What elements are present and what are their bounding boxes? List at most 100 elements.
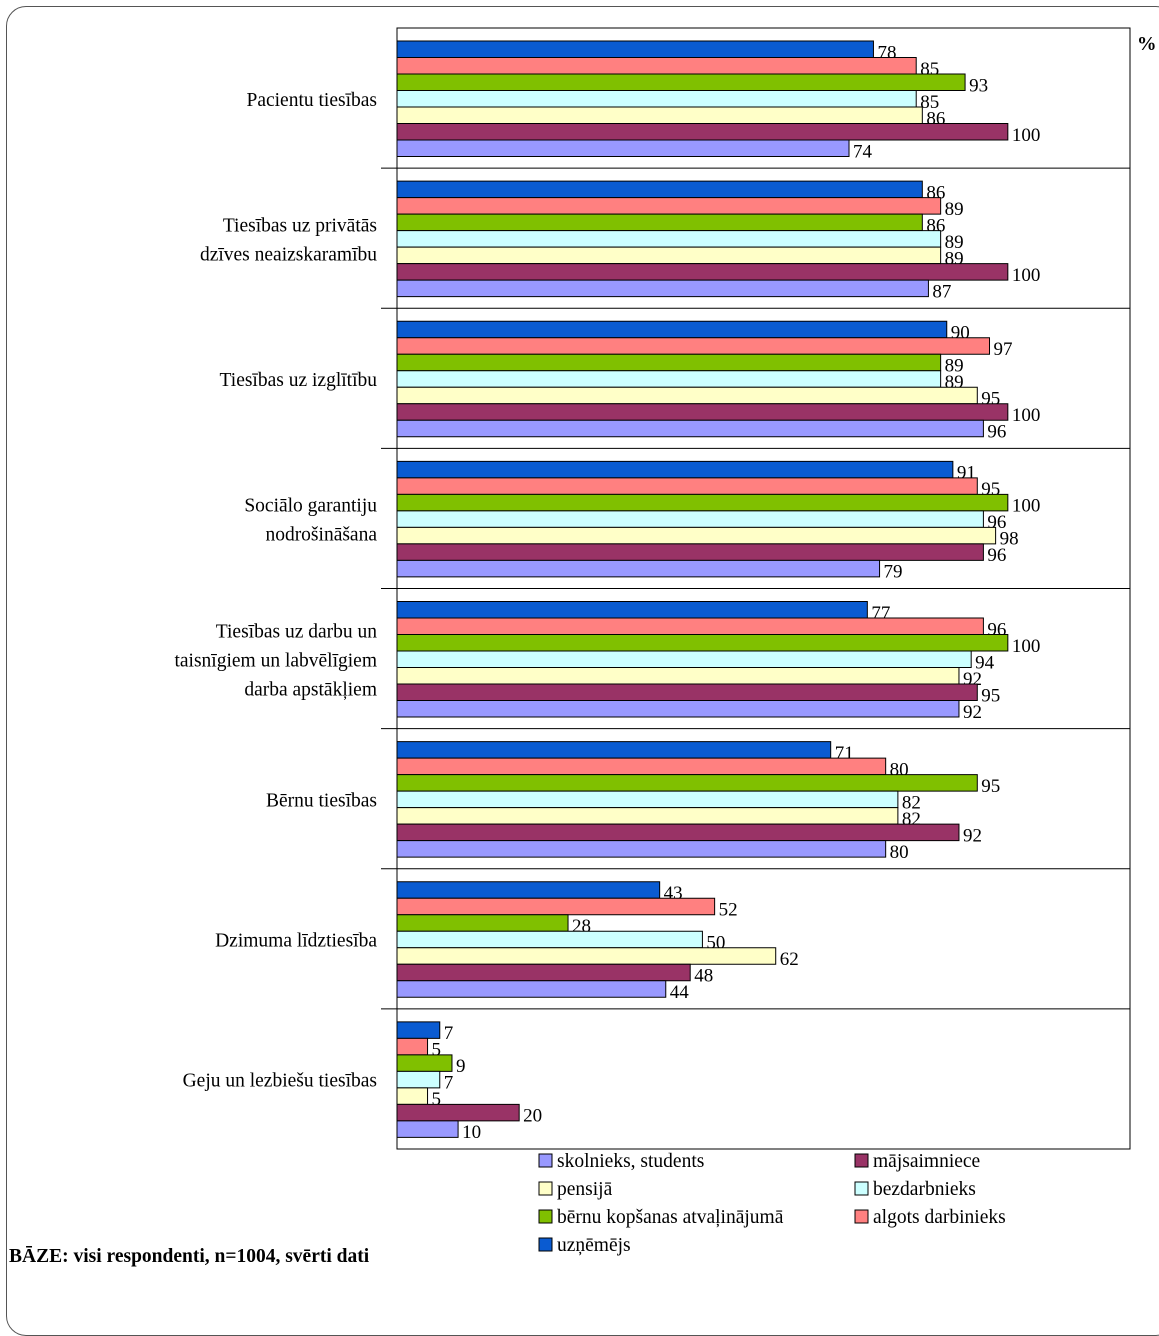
- legend-label: algots darbinieks: [873, 1207, 1006, 1228]
- legend-label: pensijā: [557, 1179, 613, 1200]
- data-label: 7: [444, 1023, 454, 1044]
- category-label: taisnīgiem un labvēlīgiem: [174, 650, 377, 671]
- bar: [396, 1120, 459, 1138]
- unit-label: %: [1137, 34, 1157, 55]
- bar: [396, 57, 917, 75]
- data-label: 92: [963, 825, 982, 846]
- data-label: 44: [670, 982, 690, 1003]
- data-label: 10: [462, 1122, 481, 1143]
- bar: [396, 774, 978, 792]
- data-label: 96: [987, 422, 1006, 443]
- bar: [396, 741, 832, 759]
- bar: [396, 617, 984, 635]
- data-label: 89: [945, 232, 964, 253]
- category-label: Sociālo garantiju: [244, 496, 377, 517]
- data-label: 87: [932, 281, 951, 302]
- data-label: 79: [884, 562, 903, 583]
- bar: [396, 683, 978, 701]
- bar: [396, 123, 1009, 141]
- bar: [396, 914, 569, 932]
- data-label: 100: [1012, 125, 1040, 146]
- bar: [396, 650, 972, 668]
- bar: [396, 1103, 520, 1122]
- bar: [396, 403, 1009, 421]
- bar: [396, 386, 978, 405]
- bar: [396, 353, 942, 372]
- bar: [396, 543, 984, 561]
- bar: [396, 493, 1009, 512]
- data-label: 62: [780, 949, 799, 970]
- data-label: 93: [969, 75, 988, 96]
- legend: skolnieks, students mājsaimniece pensijā be…: [538, 1151, 1006, 1256]
- data-label: 92: [963, 702, 982, 723]
- bar: [396, 601, 868, 619]
- bar: [396, 230, 942, 248]
- category-label: Tiesības uz darbu un: [216, 621, 377, 642]
- legend-label: mājsaimniece: [873, 1151, 980, 1172]
- category-label: Tiesības uz privātās: [223, 215, 377, 236]
- bar: [396, 419, 984, 438]
- data-label: 48: [694, 966, 713, 987]
- bar: [396, 90, 917, 108]
- bar: [396, 881, 661, 899]
- bar: [396, 40, 874, 58]
- bar: [396, 180, 923, 199]
- bar: [396, 370, 942, 388]
- bar: [396, 139, 850, 157]
- bar: [396, 213, 923, 232]
- data-label: 100: [1012, 405, 1040, 426]
- category-label: nodrošināšana: [265, 525, 377, 546]
- base-note: BĀZE: visi respondenti, n=1004, svērti d…: [9, 1246, 370, 1267]
- legend-label: uzņēmējs: [557, 1235, 631, 1256]
- bar: [396, 477, 978, 495]
- bar: [396, 197, 942, 215]
- category-label: dzīves neaizskaramību: [200, 244, 377, 265]
- bar: [396, 700, 960, 718]
- bar: [396, 1021, 441, 1039]
- bar: [396, 634, 1009, 652]
- category-label: Tiesības uz izglītību: [220, 370, 378, 391]
- legend-swatch: [538, 1181, 553, 1196]
- bar: [396, 279, 929, 298]
- bar: [396, 320, 948, 339]
- category-label: Pacientu tiesības: [246, 90, 377, 111]
- data-label: 74: [853, 141, 873, 162]
- data-label: 85: [920, 92, 939, 113]
- bar: [396, 1054, 453, 1072]
- plot-area: Pacientu tiesības788593858610074Tiesības…: [174, 27, 1131, 1150]
- category-label: darba apstākļiem: [244, 679, 377, 700]
- bar: [396, 106, 923, 124]
- bar: [396, 73, 966, 91]
- bar: [396, 1070, 441, 1089]
- data-label: 94: [975, 652, 995, 673]
- legend-label: bērnu kopšanas atvaļinājumā: [557, 1207, 784, 1228]
- data-label: 9: [456, 1056, 466, 1077]
- data-label: 5: [432, 1089, 442, 1110]
- data-label: 98: [1000, 529, 1019, 550]
- data-label: 82: [902, 792, 921, 813]
- legend-swatch: [538, 1153, 553, 1168]
- data-label: 7: [444, 1073, 454, 1094]
- bar: [396, 667, 960, 685]
- legend-swatch: [854, 1209, 869, 1224]
- legend-swatch: [854, 1153, 869, 1168]
- legend-swatch: [854, 1181, 869, 1196]
- bar: [396, 757, 887, 776]
- category-label: Geju un lezbiešu tiesības: [183, 1071, 377, 1092]
- bar: [396, 263, 1009, 281]
- bar: [396, 807, 899, 825]
- data-label: 80: [890, 842, 909, 863]
- data-label: 100: [1012, 636, 1040, 657]
- data-label: 97: [994, 339, 1013, 360]
- bar: [396, 526, 997, 545]
- bar: [396, 930, 703, 949]
- data-label: 96: [987, 545, 1006, 566]
- bar: [396, 947, 777, 965]
- data-label: 89: [945, 356, 964, 377]
- category-label: Dzimuma līdztiesība: [215, 931, 377, 952]
- legend-swatch: [538, 1209, 553, 1224]
- data-label: 5: [432, 1040, 442, 1061]
- bar: [396, 1087, 429, 1105]
- legend-swatch: [538, 1237, 553, 1252]
- data-label: 100: [1012, 496, 1040, 517]
